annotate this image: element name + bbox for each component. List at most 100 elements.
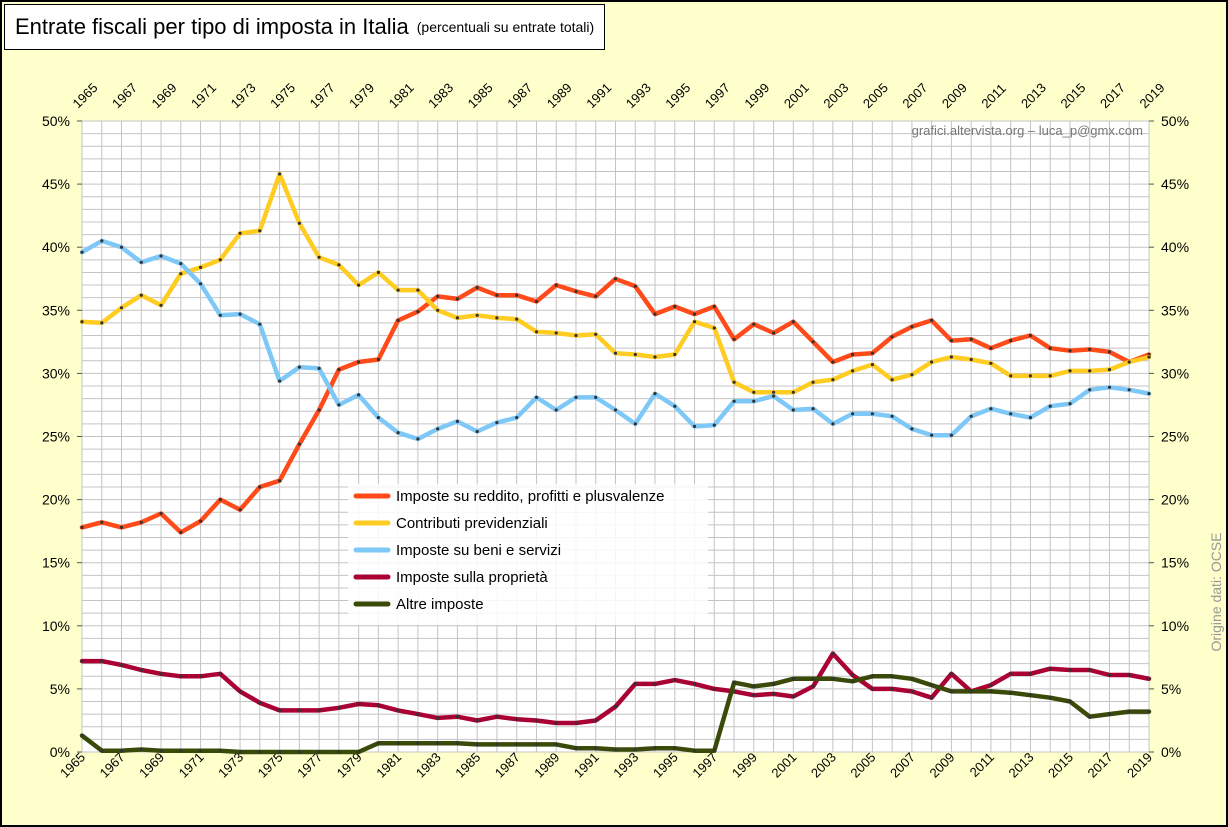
- x-tick-label-top: 2007: [899, 80, 930, 111]
- data-point: [100, 659, 104, 663]
- data-point: [534, 718, 539, 723]
- data-point: [1147, 392, 1151, 396]
- data-point: [159, 254, 163, 258]
- data-point: [1088, 715, 1092, 719]
- data-point: [357, 702, 361, 706]
- data-point: [80, 734, 84, 738]
- data-point: [297, 365, 301, 369]
- data-point: [633, 422, 637, 426]
- data-point: [673, 352, 677, 357]
- data-point: [930, 360, 934, 364]
- data-point: [811, 684, 815, 689]
- data-point: [673, 404, 677, 408]
- data-point: [772, 692, 776, 696]
- data-point: [1107, 385, 1112, 389]
- data-point: [653, 312, 657, 316]
- x-tick-label-top: 1973: [228, 80, 259, 111]
- data-point: [357, 360, 361, 364]
- x-tick-label-bottom: 2003: [808, 750, 839, 781]
- chart-title-box: Entrate fiscali per tipo di imposta in I…: [4, 4, 606, 50]
- y-tick-label-right: 50%: [1161, 113, 1189, 129]
- x-tick-label-top: 2011: [978, 81, 1008, 111]
- data-point: [594, 294, 598, 298]
- grid: [81, 120, 1150, 753]
- data-point: [159, 303, 163, 307]
- data-point: [574, 289, 578, 293]
- data-point: [791, 408, 795, 412]
- data-point: [534, 395, 539, 399]
- data-point: [613, 705, 618, 709]
- data-point: [752, 322, 756, 326]
- data-point: [1127, 710, 1131, 714]
- data-point: [396, 288, 400, 292]
- data-point: [870, 363, 875, 367]
- x-tick-label-top: 1977: [307, 80, 338, 111]
- data-point: [1147, 677, 1151, 681]
- data-point: [495, 742, 499, 747]
- data-point: [495, 316, 499, 320]
- x-tick-label-top: 1997: [702, 80, 733, 111]
- data-point: [1028, 416, 1032, 420]
- data-point: [791, 390, 795, 394]
- data-point: [1107, 350, 1112, 354]
- data-point: [1009, 691, 1013, 695]
- x-tick-label-top: 1971: [188, 80, 219, 111]
- x-tick-label-bottom: 1981: [373, 750, 404, 781]
- y-tick-label-left: 25%: [42, 429, 70, 445]
- data-point: [436, 427, 440, 431]
- data-point: [515, 742, 519, 747]
- data-point: [258, 229, 262, 233]
- data-point: [396, 708, 400, 713]
- data-point: [278, 708, 282, 713]
- data-point: [692, 312, 697, 316]
- data-point: [337, 706, 341, 710]
- data-point: [949, 433, 954, 437]
- data-point: [1048, 346, 1052, 350]
- data-point: [1068, 369, 1072, 373]
- data-point: [594, 718, 598, 723]
- x-tick-label-top: 1991: [583, 80, 614, 111]
- data-point: [100, 321, 104, 325]
- data-point: [574, 395, 578, 399]
- data-point: [653, 746, 657, 750]
- x-tick-label-bottom: 1997: [689, 750, 720, 781]
- y-tick-label-left: 40%: [42, 239, 70, 255]
- data-point: [416, 310, 420, 314]
- x-tick-label-bottom: 2011: [967, 750, 997, 780]
- data-point: [278, 479, 282, 483]
- y-tick-label-left: 30%: [42, 365, 70, 381]
- y-tick-label-left: 45%: [42, 176, 70, 192]
- data-point: [1088, 668, 1092, 672]
- data-point: [910, 689, 914, 694]
- y-tick-label-left: 5%: [50, 681, 70, 697]
- data-point: [1068, 402, 1072, 406]
- data-point: [376, 357, 380, 362]
- data-point: [811, 380, 815, 384]
- data-point: [969, 337, 973, 341]
- data-point: [732, 681, 736, 685]
- data-point: [495, 293, 499, 297]
- series-lines: [79, 171, 1152, 755]
- data-point: [1147, 710, 1151, 714]
- data-point: [534, 299, 539, 304]
- data-point: [890, 687, 894, 691]
- watermark-text: grafici.altervista.org – luca_p@gmx.com: [912, 123, 1143, 138]
- x-tick-label-top: 1979: [346, 80, 377, 111]
- x-tick-label-top: 2003: [820, 80, 851, 111]
- data-point: [594, 332, 598, 336]
- data-point: [238, 689, 242, 694]
- data-point: [910, 677, 914, 681]
- data-point: [1009, 412, 1013, 416]
- x-tick-label-bottom: 2001: [768, 750, 799, 781]
- data-point: [574, 721, 578, 725]
- y-tick-label-right: 10%: [1161, 618, 1189, 634]
- data-point: [989, 361, 993, 365]
- y-tick-label-left: 50%: [42, 113, 70, 129]
- data-point: [396, 741, 400, 745]
- data-point: [791, 320, 795, 324]
- data-point: [633, 747, 637, 752]
- data-point: [851, 679, 855, 683]
- x-tick-label-bottom: 1991: [571, 750, 602, 781]
- data-point: [594, 746, 598, 750]
